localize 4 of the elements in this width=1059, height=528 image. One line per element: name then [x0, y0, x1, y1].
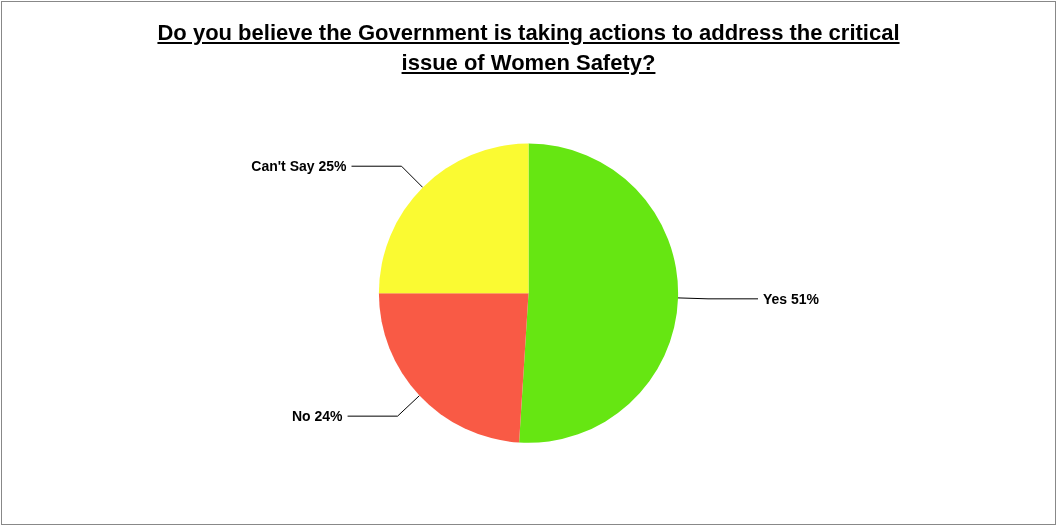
slice-label: Yes 51%	[763, 290, 820, 307]
chart-title: Do you believe the Government is taking actions to address the critical issue of Women Safety?	[156, 19, 901, 77]
slice-label: Can't Say 25%	[251, 158, 348, 175]
slice-label: No 24%	[292, 408, 344, 425]
